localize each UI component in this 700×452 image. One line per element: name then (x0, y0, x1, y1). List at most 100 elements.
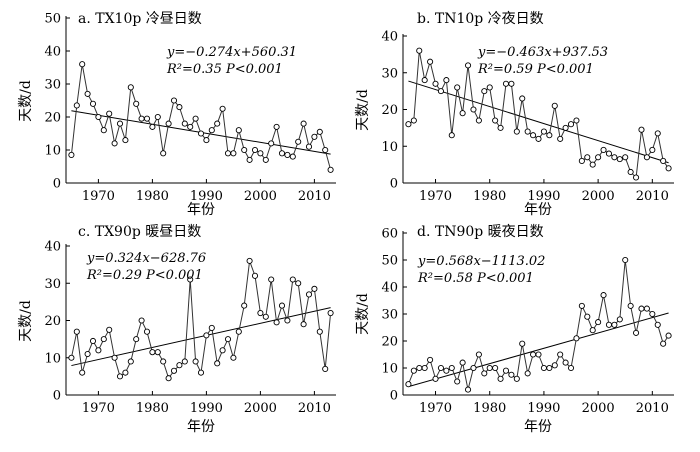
data-point (197, 369, 205, 376)
y-axis-label: 天数/d (18, 80, 34, 122)
data-point (454, 378, 461, 385)
data-point (497, 124, 504, 131)
data-point (122, 137, 129, 144)
x-tick-label: 2000 (244, 401, 277, 416)
data-point (567, 364, 575, 372)
chart-title: b. TN10p 冷夜日数 (417, 11, 544, 27)
data-point (203, 332, 210, 339)
x-tick-label: 2000 (244, 189, 277, 204)
data-point (530, 351, 537, 358)
data-point (627, 302, 634, 309)
x-tick-label: 2010 (298, 189, 331, 204)
data-point (557, 135, 564, 142)
data-point (443, 367, 450, 374)
data-point (600, 146, 607, 153)
y-tick-label: 30 (44, 277, 61, 292)
data-point (149, 123, 156, 130)
data-point (643, 154, 650, 161)
x-tick-label: 1980 (136, 401, 169, 416)
chart-title: d. TN90p 暖夜日数 (417, 224, 544, 240)
data-point (181, 120, 188, 127)
x-tick-label: 1980 (136, 189, 169, 204)
data-point (660, 340, 667, 347)
data-point (262, 156, 269, 163)
data-point (437, 364, 444, 372)
regression-stats: R²=0.35 P<0.001 (166, 62, 283, 77)
data-point (192, 115, 199, 122)
data-point (138, 115, 145, 122)
data-point (573, 117, 580, 124)
chart-panel-b: 0 10 20 30 40 1970 1980 1990 2000 2010 b. TN10p 冷夜… (355, 11, 674, 218)
data-point (95, 347, 102, 354)
data-point (127, 84, 134, 91)
data-point (300, 321, 307, 328)
data-point (273, 123, 280, 130)
data-point (192, 358, 199, 365)
data-point (540, 128, 547, 135)
data-point (557, 351, 564, 358)
x-axis-label: 年份 (187, 202, 215, 218)
data-point (464, 386, 472, 393)
regression-equation: y=0.324x−628.76 (86, 251, 206, 266)
data-point (165, 375, 172, 382)
data-point (73, 328, 80, 335)
data-point (149, 349, 156, 356)
data-point (268, 276, 275, 283)
data-point (546, 132, 553, 139)
y-tick-label: 60 (381, 227, 398, 242)
data-point (605, 150, 613, 157)
data-point (616, 156, 623, 163)
data-point (454, 84, 461, 91)
data-point (448, 132, 455, 139)
y-tick-label: 30 (381, 66, 398, 81)
data-point (660, 157, 667, 164)
data-point (284, 317, 291, 324)
x-tick-label: 1970 (82, 189, 115, 204)
data-point (246, 257, 253, 264)
y-axis-label: 天数/d (355, 293, 371, 335)
data-point (530, 132, 537, 139)
data-point (100, 336, 107, 343)
x-tick-label: 2000 (582, 189, 615, 204)
data-point (535, 135, 542, 142)
y-tick-label: 20 (381, 335, 398, 350)
data-point (203, 137, 210, 144)
regression-equation: y=0.568x−1113.02 (417, 254, 545, 269)
x-axis-label: 年份 (524, 419, 552, 435)
data-point (405, 121, 412, 128)
data-point (251, 146, 259, 154)
x-tick-label: 1980 (473, 401, 506, 416)
data-point (622, 256, 629, 264)
x-axis-label: 年份 (187, 419, 215, 435)
data-point (219, 347, 226, 354)
data-point (448, 364, 455, 372)
data-point (322, 146, 329, 154)
data-point (665, 165, 672, 172)
data-point (208, 324, 215, 332)
data-point (95, 113, 102, 121)
data-point (143, 115, 151, 122)
data-point (475, 351, 482, 358)
data-point (437, 88, 444, 95)
data-point (497, 375, 504, 382)
x-tick-label: 1990 (527, 401, 560, 416)
data-point (165, 120, 172, 127)
chart-title: a. TX10p 冷昼日数 (78, 11, 202, 27)
x-tick-label: 2010 (636, 189, 669, 204)
data-point (589, 327, 596, 334)
y-tick-label: 0 (390, 177, 398, 192)
data-point (513, 375, 520, 382)
data-point (519, 340, 526, 347)
y-axis-label: 天数/d (18, 300, 34, 342)
data-point (464, 62, 472, 69)
x-tick-label: 1970 (82, 401, 115, 416)
y-tick-label: 50 (44, 12, 61, 27)
data-point (241, 302, 248, 309)
data-point (551, 102, 558, 109)
data-point (643, 305, 650, 312)
x-tick-label: 1990 (527, 189, 560, 204)
data-point (470, 106, 477, 113)
data-point (133, 100, 140, 107)
data-point (524, 128, 531, 135)
data-point (519, 95, 526, 102)
